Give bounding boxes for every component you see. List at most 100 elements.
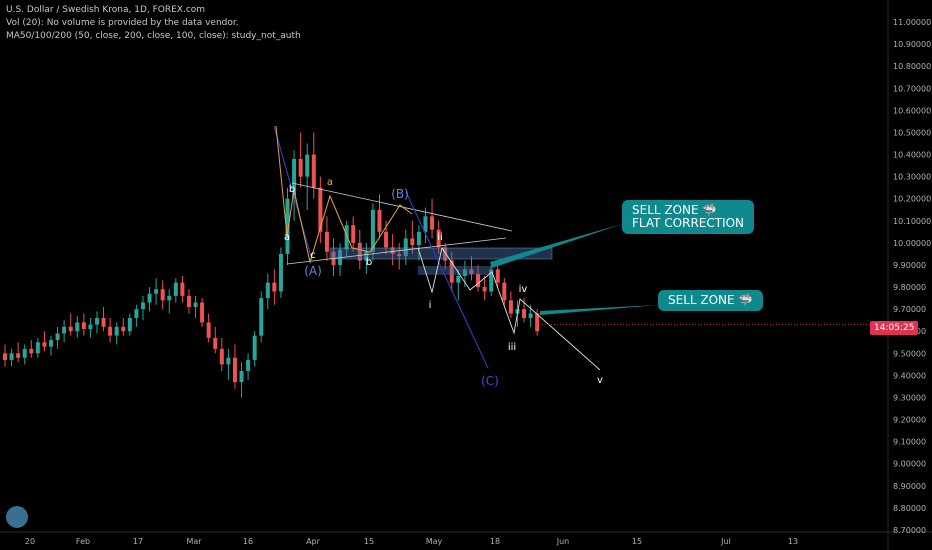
candle (476, 273, 481, 288)
y-tick-label: 9.70000 (893, 305, 926, 314)
candle (127, 317, 132, 332)
candle (423, 216, 428, 232)
candle (292, 158, 297, 199)
candle (226, 357, 231, 365)
y-tick-label: 10.70000 (893, 84, 931, 93)
y-tick-label: 9.20000 (893, 416, 926, 425)
candle (180, 282, 185, 296)
candle (298, 158, 303, 177)
candle (88, 324, 93, 330)
y-tick-label: 9.90000 (893, 261, 926, 270)
wave-label: (B) (391, 187, 409, 201)
candle (482, 287, 487, 292)
candle (108, 326, 113, 336)
candle (397, 253, 402, 257)
y-tick-label: 10.00000 (893, 239, 931, 248)
candle (535, 313, 540, 332)
x-tick-label: Jun (556, 537, 570, 546)
wave-label: ii (437, 232, 443, 243)
sell-zone-box-small (418, 266, 492, 275)
x-tick-label: 16 (243, 537, 253, 546)
wave-a-line (273, 125, 313, 261)
x-tick-label: 15 (632, 537, 642, 546)
y-tick-label: 8.70000 (893, 526, 926, 535)
x-tick-label: Mar (186, 537, 202, 546)
candle (160, 289, 165, 301)
candle (364, 251, 369, 261)
candle (259, 298, 264, 336)
candle (42, 342, 47, 347)
x-tick-label: 15 (364, 537, 374, 546)
y-tick-label: 9.10000 (893, 438, 926, 447)
candle (186, 295, 191, 307)
candle (502, 282, 507, 301)
candle (193, 302, 198, 307)
y-tick-label: 8.80000 (893, 504, 926, 513)
candle (344, 225, 349, 250)
y-tick-label: 10.40000 (893, 151, 931, 160)
y-tick-label: 10.50000 (893, 128, 931, 137)
candle (22, 348, 27, 358)
wave-label: v (597, 375, 603, 386)
y-tick-label: 10.60000 (893, 106, 931, 115)
candle (75, 322, 80, 332)
sell-zone-callout-2: SELL ZONE 🦈 (658, 290, 764, 311)
candle (324, 231, 329, 252)
candle (134, 309, 139, 318)
candle (68, 326, 73, 332)
chart-title: U.S. Dollar / Swedish Krona, 1D, FOREX.c… (6, 5, 206, 15)
callout-pointer-2 (540, 305, 658, 315)
candle (239, 370, 244, 383)
tradingview-logo-icon[interactable] (6, 506, 28, 528)
candle (338, 249, 343, 265)
candle (81, 322, 86, 330)
candle (140, 302, 145, 310)
impulse-projection (417, 246, 601, 371)
candle (94, 317, 99, 325)
ma-legend: MA50/100/200 (50, close, 200, close, 100… (6, 31, 301, 41)
candle (3, 353, 7, 360)
candle (456, 276, 461, 283)
candle (495, 269, 500, 283)
candle (403, 238, 408, 257)
candle (154, 289, 159, 294)
y-tick-label: 9.30000 (893, 393, 926, 402)
candle (200, 302, 205, 323)
candle (35, 342, 40, 354)
candle (377, 209, 382, 232)
callout-pointer-1 (490, 224, 622, 268)
wave-c-line (405, 191, 489, 369)
candle (357, 242, 362, 261)
x-tick-label: Apr (306, 537, 321, 546)
candle (173, 282, 178, 296)
candle (384, 231, 389, 248)
candle (206, 322, 211, 338)
wave-label: c (310, 250, 316, 261)
candle (213, 337, 218, 349)
wave-label: b (366, 257, 372, 268)
candle (9, 353, 14, 360)
y-tick-label: 10.90000 (893, 40, 931, 49)
x-tick-label: 20 (25, 537, 35, 546)
candle (430, 216, 435, 230)
y-tick-label: 9.40000 (893, 371, 926, 380)
x-tick-label: Feb (76, 537, 90, 546)
y-tick-label: 9.80000 (893, 283, 926, 292)
candle (462, 269, 467, 277)
candle (101, 317, 106, 327)
candle (246, 359, 251, 371)
current-time-tag: 14:05:25 (870, 321, 919, 335)
volume-legend: Vol (20): No volume is provided by the d… (6, 18, 239, 28)
candle (508, 300, 513, 314)
candle (390, 247, 395, 254)
y-tick-label: 9.00000 (893, 460, 926, 469)
correction-zigzag (275, 125, 413, 264)
wave-label: a (284, 232, 290, 243)
wave-label: (C) (481, 374, 499, 388)
candle (522, 309, 527, 318)
wave-label: b (289, 184, 295, 195)
candle (370, 209, 375, 252)
candle (265, 282, 270, 299)
y-tick-label: 8.90000 (893, 482, 926, 491)
